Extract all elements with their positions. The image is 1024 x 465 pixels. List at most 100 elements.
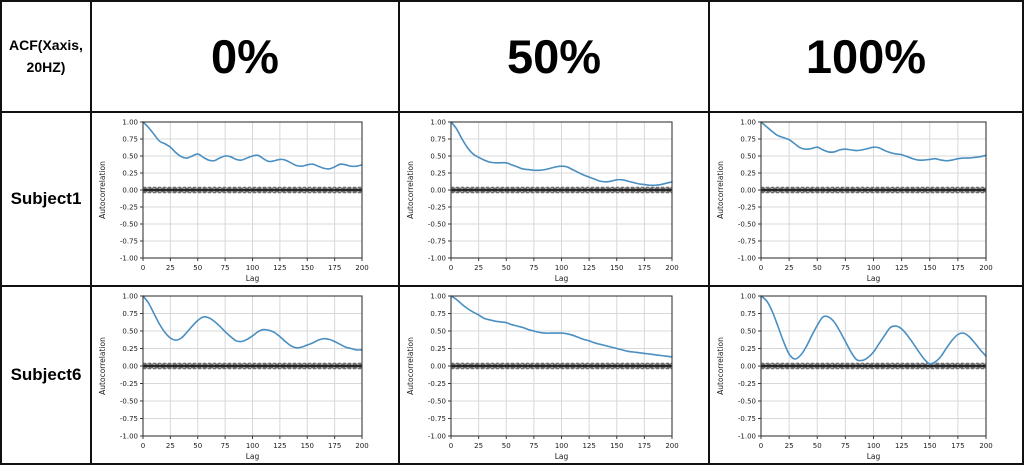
acf-chart-subject1-50pct: 0 25 50 75 100 125 150 175 200 1.00 0.75 0.50 0.25 0.… [400, 113, 708, 285]
y-tick-label: -0.75 [738, 238, 756, 246]
y-tick-label: 1.00 [740, 293, 756, 301]
y-tick-label: 0.75 [740, 310, 756, 318]
x-tick-label: 50 [502, 442, 511, 450]
y-tick-label: 1.00 [430, 293, 446, 301]
x-axis-label: Lag [555, 274, 569, 283]
acf-curve [760, 121, 987, 162]
column-header-100pct: 100% [710, 2, 1022, 113]
y-tick-label: -0.75 [738, 415, 756, 423]
x-tick-label: 100 [867, 442, 880, 450]
plot-cell-subject6-50pct: 0 25 50 75 100 125 150 175 200 1.00 0.75 0.50 0.25 0.… [400, 287, 710, 463]
y-tick-label: 0.75 [122, 136, 138, 144]
y-tick-label: -0.50 [738, 398, 756, 406]
x-tick-label: 0 [141, 442, 145, 450]
acf-chart-subject1-0pct: 0 25 50 75 100 125 150 175 200 1.00 0.75 0.50 0.25 0.… [92, 113, 398, 285]
y-tick-label: 0.25 [122, 345, 138, 353]
x-tick-label: 25 [785, 442, 794, 450]
x-tick-label: 150 [301, 442, 314, 450]
x-tick-label: 200 [979, 442, 992, 450]
x-tick-label: 100 [246, 264, 259, 272]
x-tick-label: 100 [246, 442, 259, 450]
acf-plot-svg-subject1-100pct: 0 25 50 75 100 125 150 175 200 1.00 0.75 0.50 0.25 0.… [716, 119, 993, 284]
y-tick-label: 0.00 [430, 187, 446, 195]
y-tick-label: -0.25 [428, 380, 446, 388]
corner-label-line1: ACF(Xaxis, [9, 36, 83, 53]
x-tick-label: 125 [895, 264, 908, 272]
x-tick-label: 0 [449, 264, 453, 272]
x-tick-label: 150 [923, 442, 936, 450]
x-tick-label: 100 [555, 442, 568, 450]
y-tick-label: 0.25 [430, 345, 446, 353]
y-tick-label: 0.75 [430, 310, 446, 318]
y-tick-label: -0.25 [120, 204, 138, 212]
acf-chart-subject6-50pct: 0 25 50 75 100 125 150 175 200 1.00 0.75 0.50 0.25 0.… [400, 287, 708, 463]
x-tick-label: 175 [328, 264, 341, 272]
y-tick-label: -0.50 [120, 398, 138, 406]
row-label-subject1: Subject1 [2, 113, 92, 287]
x-tick-label: 0 [759, 264, 763, 272]
y-tick-label: -0.25 [738, 380, 756, 388]
x-tick-label: 125 [582, 442, 595, 450]
x-tick-label: 75 [221, 442, 230, 450]
corner-label-line2: 20HZ) [26, 58, 66, 75]
x-tick-label: 100 [867, 264, 880, 272]
y-tick-label: -0.25 [428, 204, 446, 212]
x-tick-label: 125 [582, 264, 595, 272]
acf-curve [760, 295, 987, 365]
acf-chart-subject6-100pct: 0 25 50 75 100 125 150 175 200 1.00 0.75 0.50 0.25 0.… [710, 287, 1022, 463]
y-tick-label: -1.00 [428, 433, 446, 441]
column-header-50pct: 50% [400, 2, 710, 113]
x-axis-label: Lag [867, 452, 881, 461]
x-tick-label: 150 [610, 264, 623, 272]
y-tick-label: 0.00 [122, 187, 138, 195]
x-axis-label: Lag [246, 452, 260, 461]
y-tick-label: 0.00 [122, 363, 138, 371]
y-axis-label: Autocorrelation [406, 161, 415, 219]
x-tick-label: 150 [301, 264, 314, 272]
x-tick-label: 50 [193, 264, 202, 272]
x-tick-label: 50 [502, 264, 511, 272]
y-tick-label: -1.00 [428, 255, 446, 263]
y-axis-label: Autocorrelation [716, 337, 725, 395]
x-axis-label: Lag [555, 452, 569, 461]
acf-plot-svg-subject1-0pct: 0 25 50 75 100 125 150 175 200 1.00 0.75 0.50 0.25 0.… [98, 119, 369, 284]
acf-curve [142, 121, 363, 170]
x-tick-label: 175 [638, 442, 651, 450]
y-tick-label: 0.00 [740, 187, 756, 195]
x-tick-label: 25 [785, 264, 794, 272]
y-tick-label: -0.75 [428, 238, 446, 246]
y-tick-label: -1.00 [120, 433, 138, 441]
x-axis-label: Lag [867, 274, 881, 283]
plot-cell-subject6-0pct: 0 25 50 75 100 125 150 175 200 1.00 0.75 0.50 0.25 0.… [92, 287, 400, 463]
y-tick-label: 1.00 [740, 119, 756, 127]
y-tick-label: 0.75 [122, 310, 138, 318]
y-tick-label: -0.50 [428, 398, 446, 406]
acf-chart-subject6-0pct: 0 25 50 75 100 125 150 175 200 1.00 0.75 0.50 0.25 0.… [92, 287, 398, 463]
x-tick-label: 25 [166, 264, 175, 272]
y-tick-label: -0.75 [428, 415, 446, 423]
y-tick-label: -0.75 [120, 415, 138, 423]
y-tick-label: 0.25 [122, 170, 138, 178]
x-tick-label: 0 [449, 442, 453, 450]
x-tick-label: 175 [951, 442, 964, 450]
y-tick-label: 0.00 [430, 363, 446, 371]
x-tick-label: 200 [665, 264, 678, 272]
plot-cell-subject1-100pct: 0 25 50 75 100 125 150 175 200 1.00 0.75 0.50 0.25 0.… [710, 113, 1022, 287]
acf-plot-svg-subject1-50pct: 0 25 50 75 100 125 150 175 200 1.00 0.75 0.50 0.25 0.… [406, 119, 679, 284]
y-tick-label: 0.50 [430, 153, 446, 161]
y-tick-label: 0.50 [122, 153, 138, 161]
acf-plot-svg-subject6-50pct: 0 25 50 75 100 125 150 175 200 1.00 0.75 0.50 0.25 0.… [406, 293, 679, 462]
x-tick-label: 175 [638, 264, 651, 272]
x-tick-label: 25 [474, 264, 483, 272]
acf-curve [450, 295, 673, 358]
y-tick-label: 0.50 [740, 153, 756, 161]
x-tick-label: 50 [813, 264, 822, 272]
x-tick-label: 25 [474, 442, 483, 450]
x-tick-label: 50 [813, 442, 822, 450]
x-tick-label: 125 [273, 264, 286, 272]
y-axis-label: Autocorrelation [716, 161, 725, 219]
x-tick-label: 50 [193, 442, 202, 450]
y-tick-label: 0.25 [740, 345, 756, 353]
plot-cell-subject1-0pct: 0 25 50 75 100 125 150 175 200 1.00 0.75 0.50 0.25 0.… [92, 113, 400, 287]
